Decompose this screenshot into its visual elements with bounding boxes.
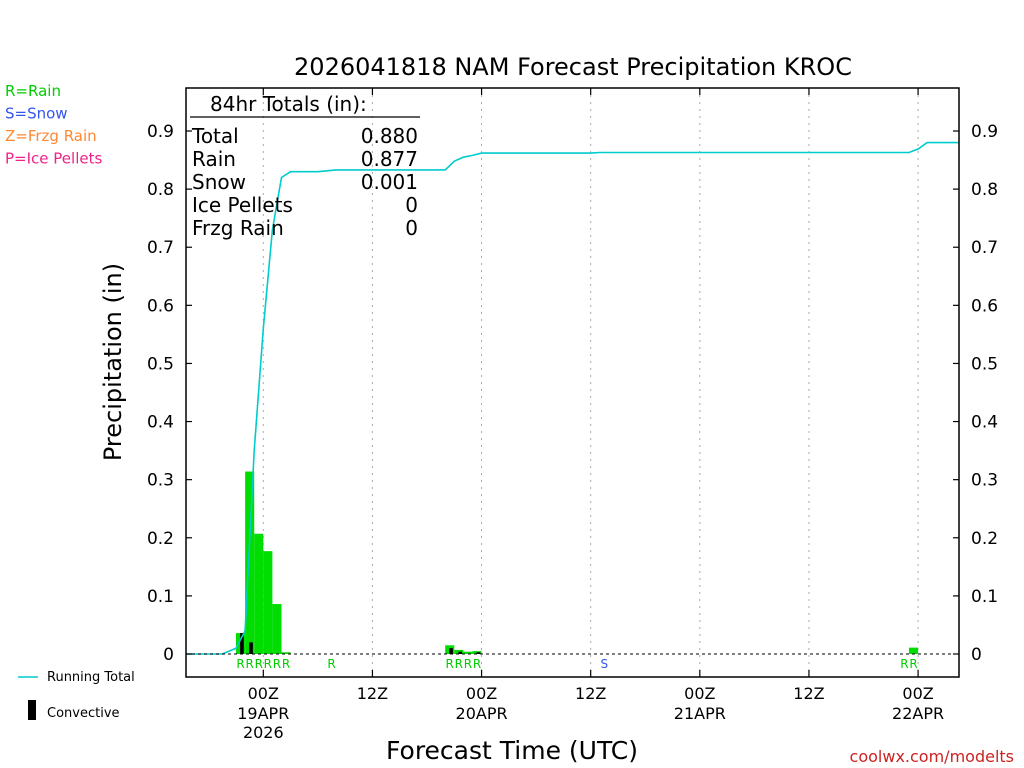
rain-bar xyxy=(908,647,919,654)
bottom-legend: Running Total Convective xyxy=(18,670,135,721)
totals-value: 0.880 xyxy=(361,124,418,148)
y-tick-label-right: 0.7 xyxy=(971,238,998,258)
totals-value: 0.877 xyxy=(361,147,418,171)
ptype-legend: R=Rain S=Snow Z=Frzg Rain P=Ice Pellets xyxy=(5,82,102,168)
totals-label: Total xyxy=(191,124,239,148)
x-tick-date: 21APR xyxy=(674,704,726,723)
ptype-marker: R xyxy=(255,657,263,671)
right-axis: 0 0.1 0.2 0.3 0.4 0.5 0.6 0.7 0.8 0.9 xyxy=(953,122,998,665)
rain-bar xyxy=(254,533,264,654)
y-tick-label-right: 0.5 xyxy=(971,354,998,374)
gridlines xyxy=(262,88,919,677)
y-tick-label-right: 0.4 xyxy=(971,413,998,433)
running-total-line xyxy=(186,141,959,655)
y-tick-label-left: 0.3 xyxy=(147,471,174,491)
rain-bar xyxy=(463,651,473,654)
legend-bar-swatch xyxy=(28,700,36,720)
legend-label: Running Total xyxy=(47,670,135,685)
y-axis-label: Precipitation (in) xyxy=(99,263,127,461)
convective-bar xyxy=(249,642,253,654)
y-tick-label-left: 0.6 xyxy=(147,296,174,316)
convective-bar xyxy=(458,651,463,654)
chart-title: 2026041818 NAM Forecast Precipitation KR… xyxy=(294,53,852,81)
totals-label: Ice Pellets xyxy=(192,193,293,217)
x-tick-label: 00Z xyxy=(902,684,933,703)
ptype-marker: R xyxy=(282,657,290,671)
y-tick-label-right: 0.9 xyxy=(971,122,998,142)
ptype-legend-item: Z=Frzg Rain xyxy=(5,127,97,145)
y-tick-label-left: 0.2 xyxy=(147,529,174,549)
convective-bar xyxy=(476,652,481,654)
ptype-marker: R xyxy=(455,657,463,671)
y-tick-label-right: 0.8 xyxy=(971,180,998,200)
x-tick-date: 20APR xyxy=(456,704,508,723)
ptype-marker: R xyxy=(909,657,917,671)
ptype-legend-item: P=Ice Pellets xyxy=(5,150,102,168)
convective-bars xyxy=(240,633,481,654)
totals-value: 0 xyxy=(405,216,418,240)
y-tick-label-left: 0.4 xyxy=(147,413,174,433)
y-tick-label-left: 0.1 xyxy=(147,587,174,607)
ptype-marker: R xyxy=(446,657,454,671)
left-axis: 0 0.1 0.2 0.3 0.4 0.5 0.6 0.7 0.8 0.9 xyxy=(147,122,192,665)
x-tick-year: 2026 xyxy=(243,723,284,742)
y-tick-label-left: 0.7 xyxy=(147,238,174,258)
x-tick-label: 00Z xyxy=(466,684,497,703)
convective-bar xyxy=(449,648,453,654)
ptype-marker: R xyxy=(464,657,472,671)
totals-value: 0 xyxy=(405,193,418,217)
y-tick-label-right: 0.1 xyxy=(971,587,998,607)
credit-text: coolwx.com/modelts xyxy=(850,747,1014,766)
y-tick-label-left: 0.5 xyxy=(147,354,174,374)
totals-value: 0.001 xyxy=(361,170,418,194)
rain-bar xyxy=(263,551,273,654)
x-tick-date: 19APR xyxy=(237,704,289,723)
rain-bar xyxy=(245,471,255,654)
ptype-marker: R xyxy=(245,657,253,671)
x-tick-date: 22APR xyxy=(892,704,944,723)
y-tick-label-right: 0.3 xyxy=(971,471,998,491)
ptype-legend-item: S=Snow xyxy=(5,105,68,123)
ptype-marker: R xyxy=(236,657,244,671)
y-tick-label-right: 0.2 xyxy=(971,529,998,549)
y-tick-label-left: 0.8 xyxy=(147,180,174,200)
ptype-marker: R xyxy=(327,657,335,671)
y-tick-label-left: 0.9 xyxy=(147,122,174,142)
x-tick-label: 00Z xyxy=(684,684,715,703)
totals-header: 84hr Totals (in): xyxy=(210,92,367,116)
ptype-marker: R xyxy=(473,657,481,671)
x-tick-label: 12Z xyxy=(575,684,606,703)
rain-bar xyxy=(272,604,282,654)
y-tick-label-left: 0 xyxy=(163,645,174,665)
x-tick-label: 12Z xyxy=(793,684,824,703)
x-tick-label: 00Z xyxy=(248,684,279,703)
rain-bar xyxy=(281,652,291,654)
totals-label: Frzg Rain xyxy=(192,216,284,240)
convective-bar xyxy=(240,633,244,654)
totals-label: Snow xyxy=(192,170,246,194)
ptype-marker: R xyxy=(273,657,281,671)
x-axis-label: Forecast Time (UTC) xyxy=(386,736,638,765)
y-tick-label-right: 0 xyxy=(971,645,982,665)
running-total-group xyxy=(186,141,959,655)
x-tick-label: 12Z xyxy=(357,684,388,703)
ptype-legend-item: R=Rain xyxy=(5,82,61,100)
ptype-marker: R xyxy=(900,657,908,671)
ptype-marker: R xyxy=(264,657,272,671)
y-tick-label-right: 0.6 xyxy=(971,296,998,316)
legend-label: Convective xyxy=(47,706,120,721)
totals-box: 84hr Totals (in): Total 0.880 Rain 0.877 Sno… xyxy=(190,92,420,240)
plot-frame xyxy=(185,87,960,678)
precip-bars xyxy=(236,471,919,654)
totals-label: Rain xyxy=(192,147,236,171)
ptype-marker: S xyxy=(601,657,609,671)
